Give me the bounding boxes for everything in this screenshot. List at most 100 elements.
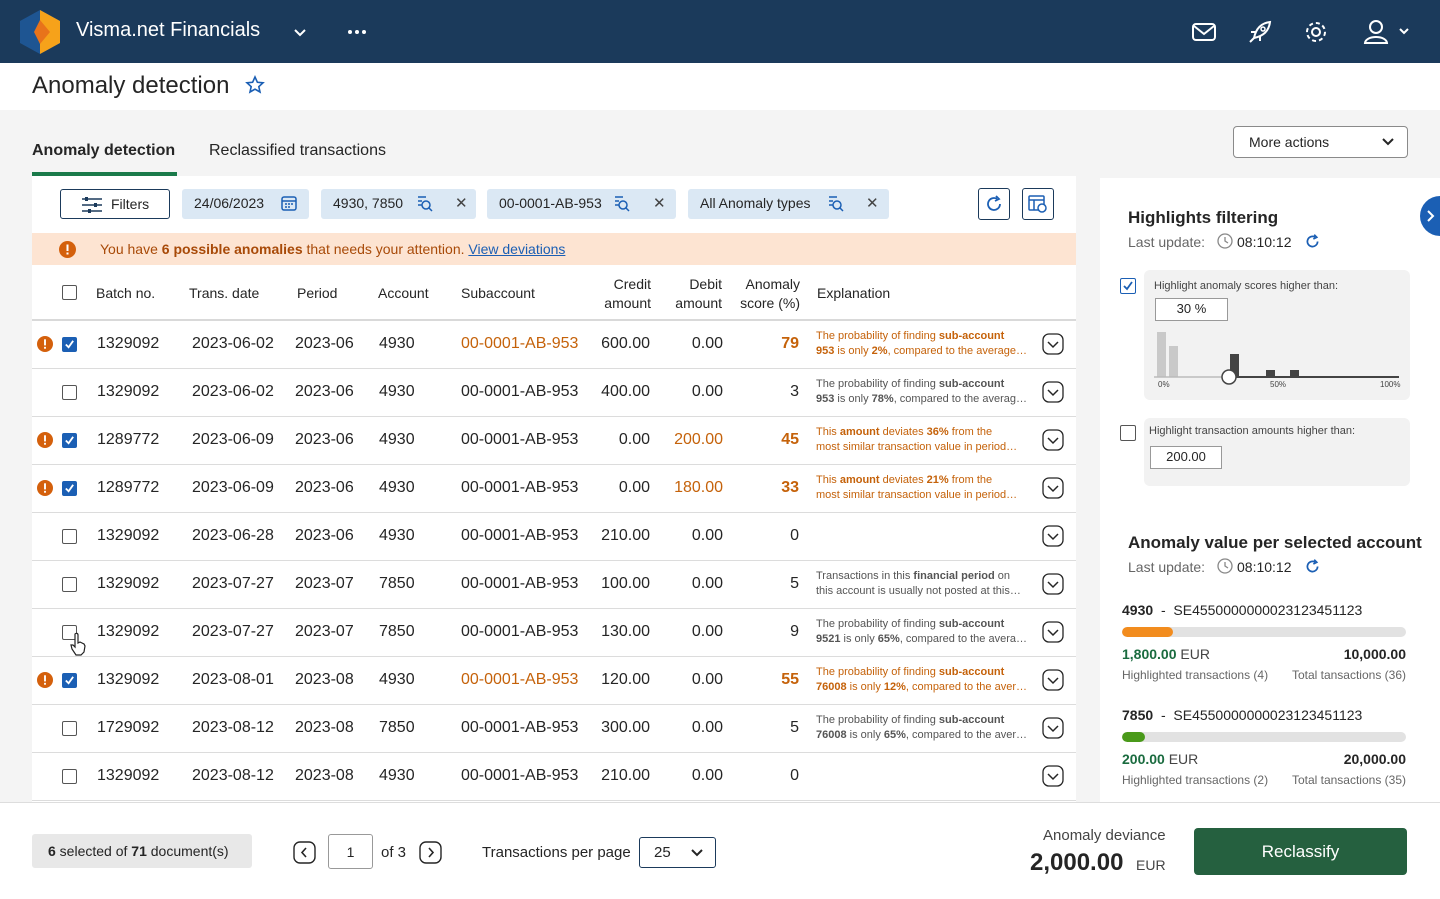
anomaly-type-filter-chip[interactable]: All Anomaly types ✕ (688, 189, 889, 219)
per-page-select[interactable]: 25 (639, 837, 716, 868)
table-row[interactable]: 1329092 2023-08-12 2023-08 4930 00-0001-AB-9… (32, 753, 1076, 801)
col-credit-line1[interactable]: Credit (613, 276, 651, 292)
expand-row-icon[interactable] (1042, 717, 1064, 739)
table-row[interactable]: 1329092 2023-06-02 2023-06 4930 00-0001-AB-9… (32, 321, 1076, 369)
collapse-panel-button[interactable] (1420, 196, 1440, 236)
table-row[interactable]: 1329092 2023-06-28 2023-06 4930 00-0001-AB-9… (32, 513, 1076, 561)
app-switcher-chevron-icon[interactable] (292, 24, 308, 40)
row-checkbox[interactable] (62, 577, 77, 592)
anomaly-score-histogram[interactable] (1154, 328, 1404, 390)
reclassify-button[interactable]: Reclassify (1194, 828, 1407, 875)
total-count: Total tansactions (36) (1291, 668, 1406, 682)
credit-amount: 210.00 (601, 527, 650, 544)
view-deviations-link[interactable]: View deviations (468, 241, 566, 257)
col-subaccount[interactable]: Subaccount (461, 285, 535, 301)
next-page-icon[interactable] (419, 841, 442, 864)
table-row[interactable]: 1329092 2023-07-27 2023-07 7850 00-0001-AB-9… (32, 609, 1076, 657)
row-checkbox[interactable] (62, 433, 77, 448)
clear-account-filter-icon[interactable]: ✕ (455, 195, 468, 212)
app-title[interactable]: Visma.net Financials (76, 19, 261, 41)
account-summary-7850: 7850 - SE4550000000023123451123 (1122, 707, 1362, 723)
batch-no: 1329092 (97, 623, 160, 640)
expand-row-icon[interactable] (1042, 477, 1064, 499)
user-menu-icon[interactable] (1362, 18, 1412, 46)
table-row[interactable]: 1329092 2023-07-27 2023-07 7850 00-0001-AB-9… (32, 561, 1076, 609)
account-separator: - (1160, 602, 1166, 618)
expand-row-icon[interactable] (1042, 621, 1064, 643)
col-debit-line1[interactable]: Debit (689, 276, 722, 292)
table-row[interactable]: 1289772 2023-06-09 2023-06 4930 00-0001-AB-9… (32, 417, 1076, 465)
refresh-icon[interactable] (1304, 233, 1321, 250)
col-explanation[interactable]: Explanation (817, 285, 891, 301)
subaccount: 00-0001-AB-953 (461, 431, 579, 448)
col-credit-line2[interactable]: amount (604, 295, 651, 311)
refresh-button[interactable] (978, 188, 1010, 220)
more-actions-dropdown[interactable]: More actions (1233, 126, 1408, 158)
row-checkbox[interactable] (62, 625, 77, 640)
period: 2023-06 (295, 383, 354, 400)
expand-row-icon[interactable] (1042, 669, 1064, 691)
batch-no: 1329092 (97, 527, 160, 544)
expand-row-icon[interactable] (1042, 429, 1064, 451)
rocket-icon[interactable] (1246, 18, 1274, 46)
column-settings-button[interactable] (1022, 188, 1054, 220)
settings-gear-icon[interactable] (1302, 18, 1330, 46)
clear-anomaly-type-filter-icon[interactable]: ✕ (866, 195, 879, 212)
row-checkbox[interactable] (62, 529, 77, 544)
col-trans-date[interactable]: Trans. date (189, 285, 260, 301)
row-checkbox[interactable] (62, 481, 77, 496)
highlighted-amount: 200.00 EUR (1122, 751, 1198, 767)
anomaly-deviance-value: 2,000.00 (1030, 849, 1124, 876)
col-score-line2[interactable]: score (%) (740, 295, 800, 311)
date-filter-chip[interactable]: 24/06/2023 (182, 189, 309, 219)
tab-reclassified-transactions[interactable]: Reclassified transactions (209, 142, 386, 159)
table-row[interactable]: 1729092 2023-08-12 2023-08 7850 00-0001-AB-9… (32, 705, 1076, 753)
score-highlight-box: Highlight anomaly scores higher than: 30… (1144, 270, 1410, 400)
expand-row-icon[interactable] (1042, 333, 1064, 355)
favorite-star-icon[interactable] (245, 75, 265, 95)
calendar-icon[interactable] (281, 195, 297, 211)
expand-row-icon[interactable] (1042, 573, 1064, 595)
select-all-checkbox[interactable] (62, 285, 77, 300)
expand-row-icon[interactable] (1042, 381, 1064, 403)
previous-page-icon[interactable] (293, 841, 316, 864)
lookup-search-icon[interactable] (613, 195, 630, 212)
expand-row-icon[interactable] (1042, 765, 1064, 787)
score-threshold-input[interactable]: 30 % (1155, 298, 1228, 321)
trans-date: 2023-06-28 (192, 527, 274, 544)
filters-button[interactable]: Filters (60, 189, 170, 219)
highlight-score-checkbox[interactable] (1120, 278, 1136, 294)
col-debit-line2[interactable]: amount (675, 295, 722, 311)
page-number-input[interactable]: 1 (328, 834, 373, 869)
subaccount: 00-0001-AB-953 (461, 335, 579, 352)
row-checkbox[interactable] (62, 337, 77, 352)
period: 2023-06 (295, 431, 354, 448)
expand-row-icon[interactable] (1042, 525, 1064, 547)
amount-threshold-input[interactable]: 200.00 (1150, 446, 1222, 469)
lookup-search-icon[interactable] (416, 195, 433, 212)
table-row[interactable]: 1329092 2023-06-02 2023-06 4930 00-0001-AB-9… (32, 369, 1076, 417)
highlight-amount-checkbox[interactable] (1120, 425, 1136, 441)
col-period[interactable]: Period (297, 285, 338, 301)
row-checkbox[interactable] (62, 721, 77, 736)
subaccount-filter-chip[interactable]: 00-0001-AB-953 ✕ (487, 189, 676, 219)
clear-subaccount-filter-icon[interactable]: ✕ (653, 195, 666, 212)
batch-no: 1729092 (97, 719, 160, 736)
row-checkbox[interactable] (62, 673, 77, 688)
account-filter-chip[interactable]: 4930, 7850 ✕ (321, 189, 476, 219)
table-header: Batch no. Trans. date Period Account Sub… (32, 265, 1076, 321)
mail-icon[interactable] (1190, 18, 1218, 46)
more-menu-icon[interactable] (346, 22, 368, 42)
table-row[interactable]: 1289772 2023-06-09 2023-06 4930 00-0001-AB-9… (32, 465, 1076, 513)
tab-anomaly-detection[interactable]: Anomaly detection (32, 142, 176, 159)
table-row[interactable]: 1329092 2023-08-01 2023-08 4930 00-0001-AB-9… (32, 657, 1076, 705)
row-checkbox[interactable] (62, 385, 77, 400)
col-score-line1[interactable]: Anomaly (745, 276, 800, 292)
refresh-icon[interactable] (1304, 558, 1321, 575)
lookup-search-icon[interactable] (827, 195, 844, 212)
explanation-line-2: most similar transaction value in period… (816, 441, 1018, 453)
col-account[interactable]: Account (378, 285, 429, 301)
col-batch[interactable]: Batch no. (96, 285, 156, 301)
row-checkbox[interactable] (62, 769, 77, 784)
account-progress-fill (1122, 627, 1174, 637)
